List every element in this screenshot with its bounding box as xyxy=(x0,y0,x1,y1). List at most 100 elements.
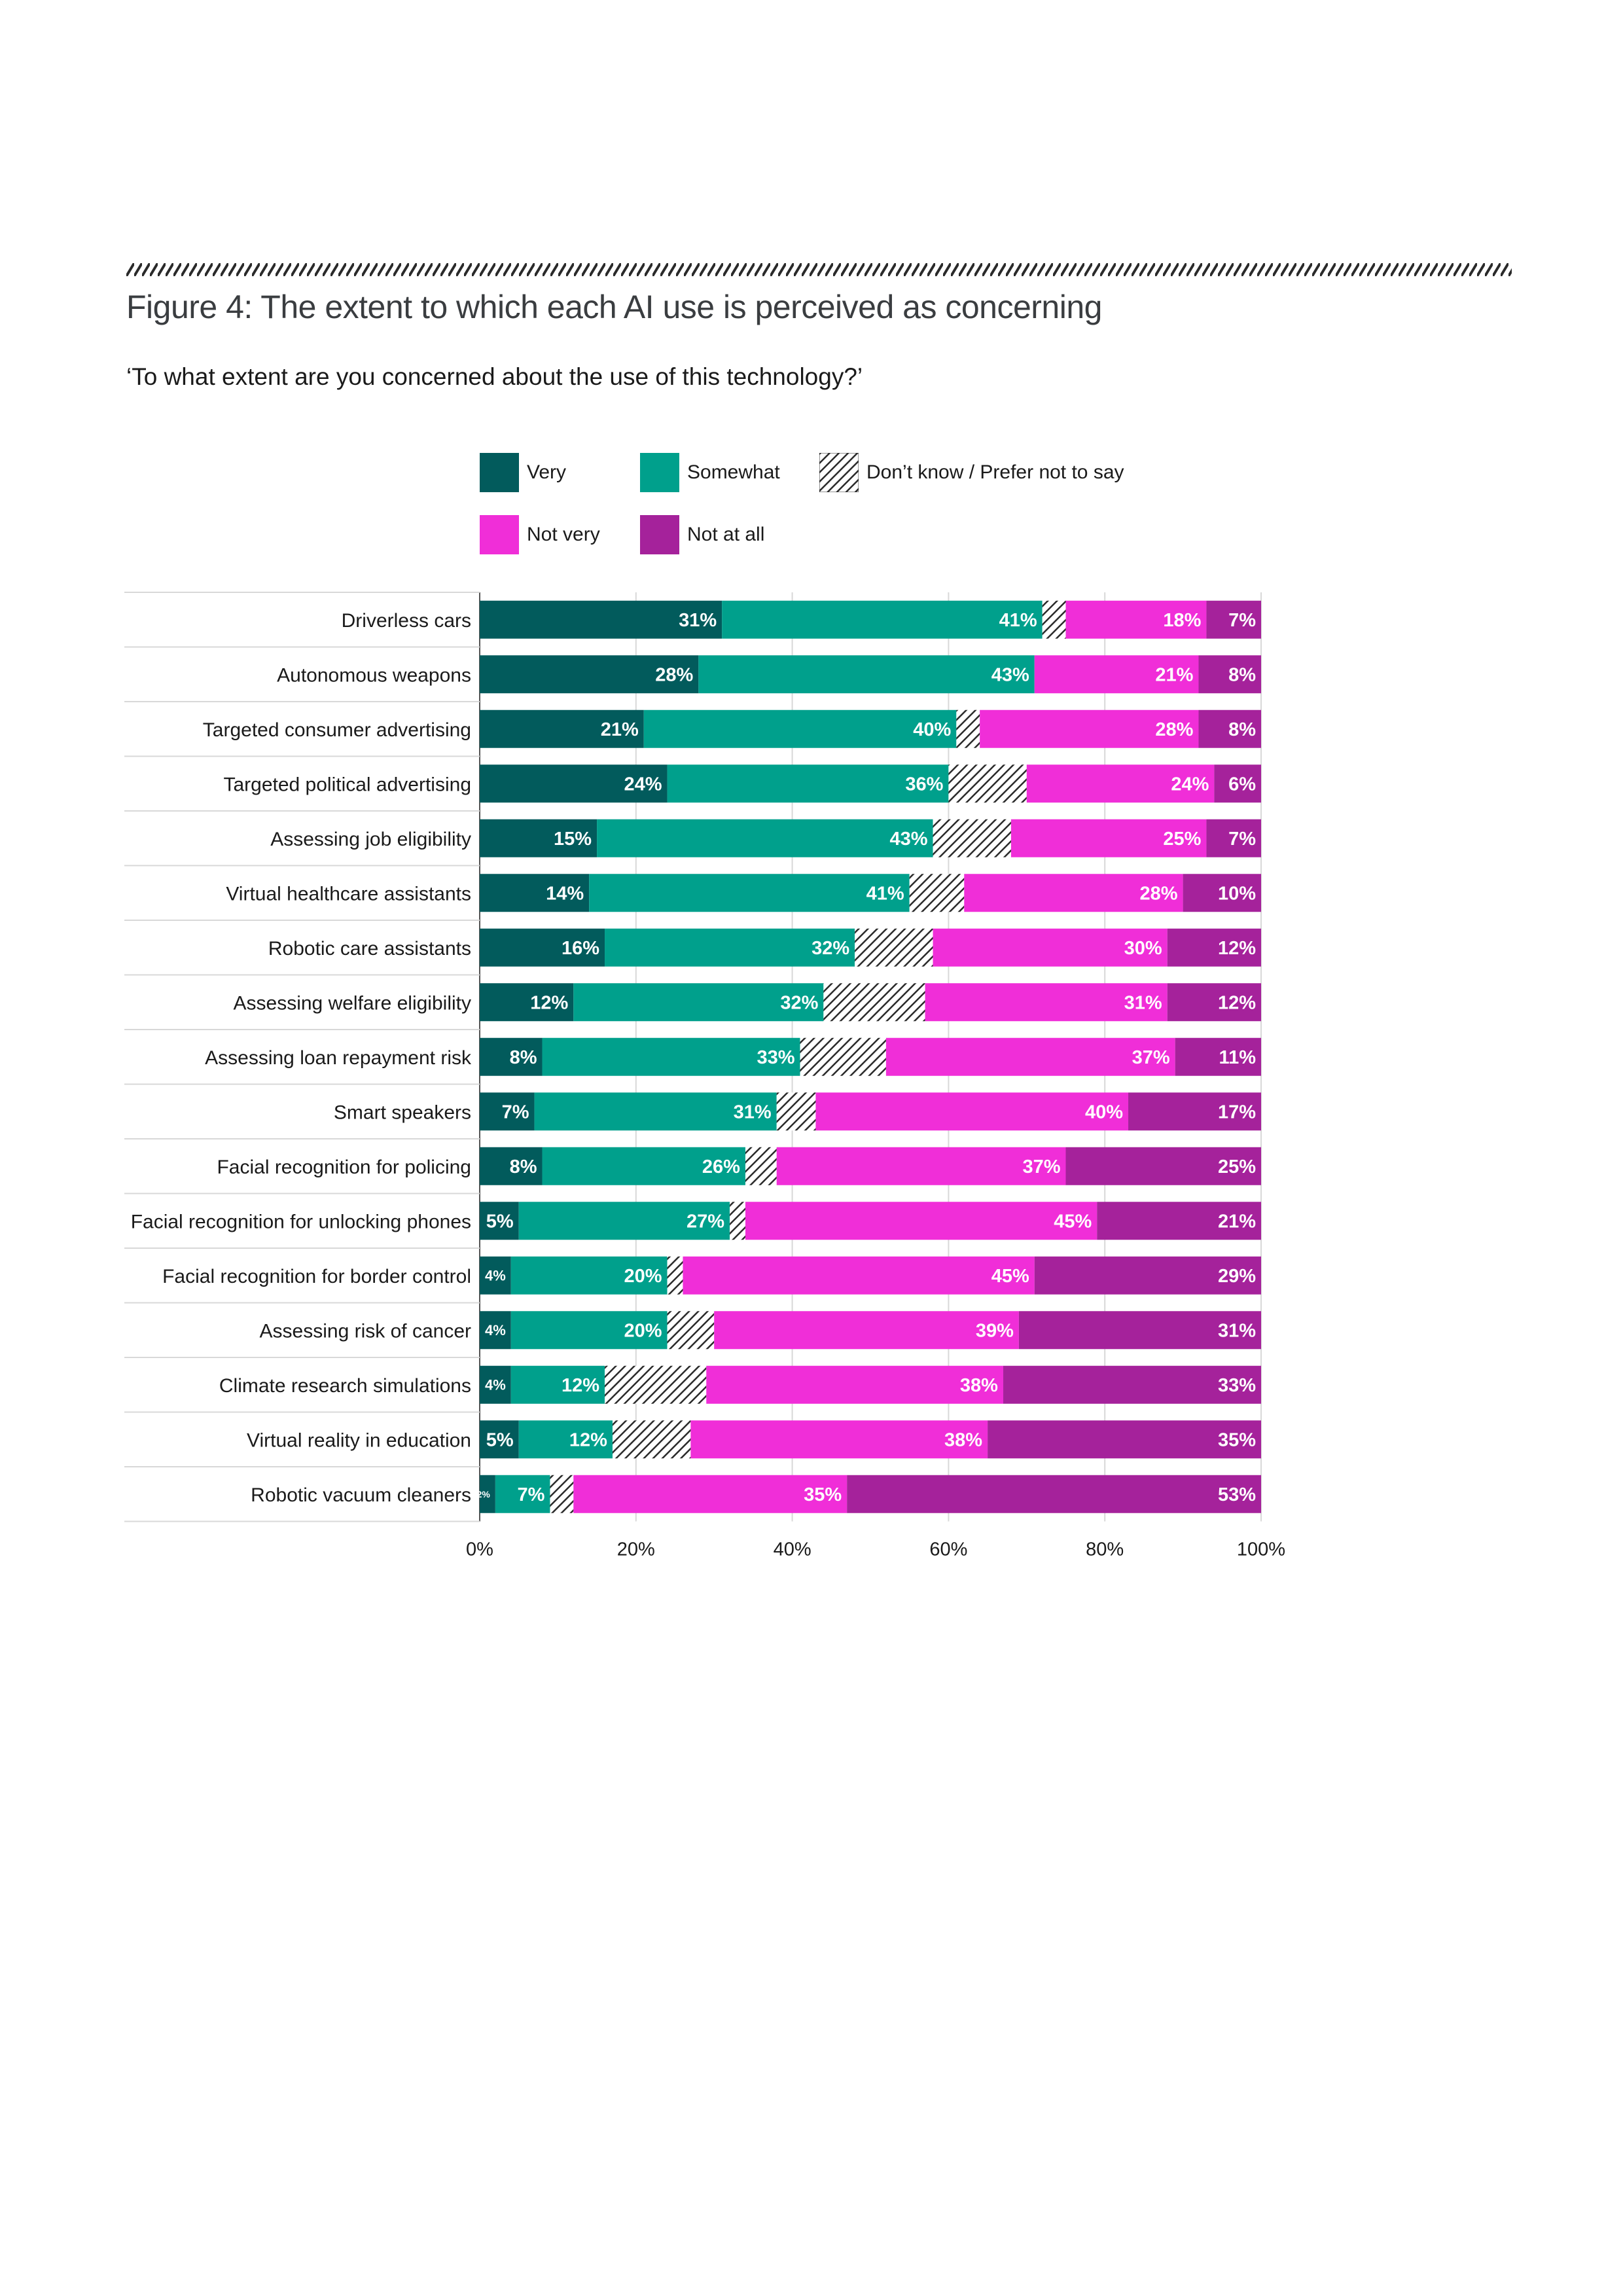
category-label: Virtual reality in education xyxy=(247,1429,471,1451)
bar-segment-somewhat xyxy=(534,1092,777,1131)
category-label: Assessing loan repayment risk xyxy=(205,1047,472,1069)
category-label: Robotic care assistants xyxy=(268,938,471,960)
bar-segment-somewhat xyxy=(667,764,949,803)
data-label: 28% xyxy=(1155,719,1193,740)
data-label: 2% xyxy=(477,1489,491,1499)
data-label: 45% xyxy=(1054,1211,1092,1232)
data-label: 15% xyxy=(554,829,592,850)
x-tick-label: 80% xyxy=(1086,1539,1124,1560)
data-label: 12% xyxy=(562,1375,599,1396)
bar-segment-not-very xyxy=(706,1365,1003,1404)
bar-segment-not-at-all xyxy=(1183,874,1261,912)
category-label: Virtual healthcare assistants xyxy=(226,883,471,905)
bar-segment-somewhat xyxy=(589,874,910,912)
bar-segment-dont-know xyxy=(667,1256,683,1295)
data-label: 7% xyxy=(518,1484,545,1505)
bar-segment-not-very xyxy=(933,928,1168,967)
category-label: Assessing welfare eligibility xyxy=(234,992,472,1014)
bar-segment-not-at-all xyxy=(1003,1365,1261,1404)
data-label: 41% xyxy=(866,884,904,905)
data-label: 12% xyxy=(1218,938,1256,959)
bar-segment-very xyxy=(480,928,605,967)
data-label: 14% xyxy=(546,884,584,905)
data-label: 33% xyxy=(1218,1375,1256,1396)
category-label: Smart speakers xyxy=(334,1102,471,1123)
category-label: Assessing job eligibility xyxy=(270,829,471,850)
bar-segment-very xyxy=(480,1147,543,1185)
data-label: 8% xyxy=(1228,665,1256,686)
category-label: Assessing risk of cancer xyxy=(260,1320,471,1342)
bar-segment-somewhat xyxy=(518,1202,730,1240)
data-label: 4% xyxy=(485,1377,506,1393)
bar-segment-not-at-all xyxy=(1198,655,1261,694)
bar-segment-somewhat xyxy=(510,1256,668,1295)
bar-segment-dont-know xyxy=(948,764,1027,803)
bar-segment-not-very xyxy=(683,1256,1035,1295)
data-label: 12% xyxy=(569,1430,607,1451)
bar-segment-dont-know xyxy=(933,819,1011,857)
bar-segment-dont-know xyxy=(730,1202,745,1240)
data-label: 11% xyxy=(1219,1047,1257,1068)
data-label: 4% xyxy=(485,1322,506,1338)
bars xyxy=(480,600,1261,1513)
bar-segment-not-at-all xyxy=(1175,1037,1261,1076)
category-label: Facial recognition for border control xyxy=(162,1266,471,1287)
bar-segment-not-at-all xyxy=(1214,764,1261,803)
data-label: 24% xyxy=(624,774,662,795)
labels: 0% 20% 40% 60% 80% 100% Driverless cars 31% 41% 1… xyxy=(131,610,1285,1560)
x-tick-label: 40% xyxy=(774,1539,812,1560)
bar-segment-somewhat xyxy=(722,600,1043,639)
category-label: Targeted political advertising xyxy=(223,774,471,795)
bar-segment-dont-know xyxy=(612,1420,691,1459)
bar-segment-very xyxy=(480,600,722,639)
bar-segment-not-at-all xyxy=(1065,1147,1261,1185)
data-label: 4% xyxy=(485,1268,506,1284)
bar-segment-dont-know xyxy=(605,1365,707,1404)
bar-segment-very xyxy=(480,764,668,803)
bar-segment-dont-know xyxy=(1042,600,1066,639)
data-label: 21% xyxy=(1155,665,1193,686)
data-label: 40% xyxy=(913,719,951,740)
bar-segment-somewhat xyxy=(510,1365,605,1404)
data-label: 45% xyxy=(991,1266,1029,1287)
data-label: 6% xyxy=(1228,774,1256,795)
data-label: 41% xyxy=(999,610,1037,631)
data-label: 5% xyxy=(486,1211,514,1232)
bar-segment-not-at-all xyxy=(1128,1092,1261,1131)
category-label: Robotic vacuum cleaners xyxy=(251,1484,471,1506)
bar-segment-dont-know xyxy=(956,709,980,748)
bar-segment-not-very xyxy=(1010,819,1207,857)
data-label: 26% xyxy=(702,1157,740,1177)
data-label: 20% xyxy=(624,1266,662,1287)
data-label: 16% xyxy=(562,938,599,959)
bar-segment-somewhat xyxy=(510,1311,668,1350)
data-label: 30% xyxy=(1124,938,1162,959)
data-label: 8% xyxy=(510,1047,537,1068)
category-label: Climate research simulations xyxy=(219,1375,471,1397)
bar-segment-very xyxy=(480,1092,535,1131)
data-label: 31% xyxy=(679,610,717,631)
bar-segment-very xyxy=(480,1037,543,1076)
bar-segment-somewhat xyxy=(495,1475,550,1513)
data-label: 27% xyxy=(687,1211,724,1232)
data-label: 39% xyxy=(976,1321,1014,1342)
bar-segment-not-very xyxy=(714,1311,1019,1350)
data-label: 25% xyxy=(1163,829,1201,850)
data-label: 33% xyxy=(757,1047,794,1068)
bar-segment-very xyxy=(480,1475,495,1513)
bar-segment-not-at-all xyxy=(988,1420,1261,1459)
bar-segment-very xyxy=(480,709,644,748)
data-label: 35% xyxy=(804,1484,842,1505)
data-label: 29% xyxy=(1218,1266,1256,1287)
data-label: 12% xyxy=(530,993,568,1014)
bar-segment-not-very xyxy=(745,1202,1097,1240)
data-label: 20% xyxy=(624,1321,662,1342)
bar-segment-somewhat xyxy=(542,1147,745,1185)
data-label: 43% xyxy=(889,829,927,850)
bar-segment-very xyxy=(480,655,699,694)
data-label: 38% xyxy=(960,1375,998,1396)
bar-segment-not-at-all xyxy=(1034,1256,1261,1295)
bar-segment-not-very xyxy=(980,709,1199,748)
bar-segment-somewhat xyxy=(518,1420,613,1459)
